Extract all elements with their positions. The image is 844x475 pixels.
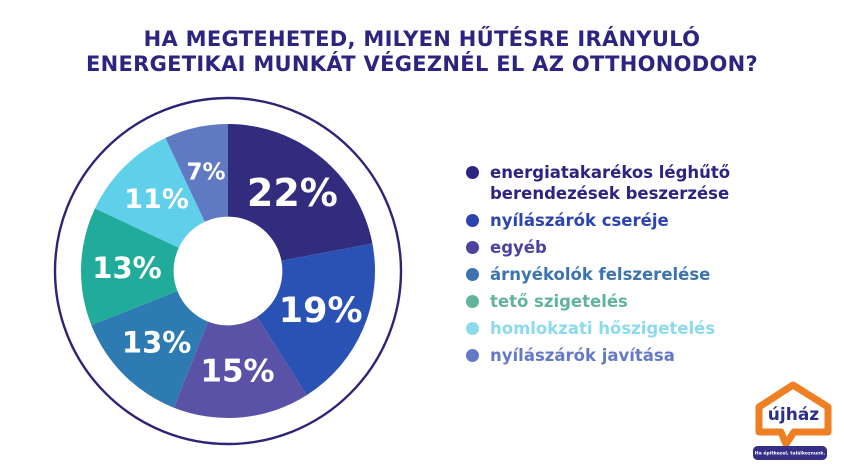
slice-label-1: 19% bbox=[279, 291, 363, 331]
legend-item-3: árnyékolók felszerelése bbox=[466, 264, 788, 285]
chart-outer-ring bbox=[53, 96, 403, 446]
legend-item-0: energiatakarékos léghűtő berendezések be… bbox=[466, 162, 788, 204]
legend-item-6: nyílászárók javítása bbox=[466, 345, 788, 366]
slice-label-2: 15% bbox=[200, 354, 274, 390]
legend-bullet-icon bbox=[466, 349, 479, 362]
ujhaz-logo: újház Ha építkezel, találkoznunk. bbox=[753, 381, 832, 460]
pie-slice-6 bbox=[165, 124, 228, 222]
pie-slice-5 bbox=[95, 138, 205, 248]
legend-bullet-icon bbox=[466, 166, 479, 179]
legend-item-4: tető szigetelés bbox=[466, 291, 788, 312]
legend-label: nyílászárók javítása bbox=[490, 346, 675, 365]
legend-label: nyílászárók cseréje bbox=[490, 211, 669, 230]
slice-label-6: 7% bbox=[186, 159, 225, 185]
slice-label-3: 13% bbox=[122, 325, 191, 359]
chart-legend: energiatakarékos léghűtő berendezések be… bbox=[466, 162, 788, 372]
page-title: HA MEGTEHETED, MILYEN HŰTÉSRE IRÁNYULÓ E… bbox=[0, 27, 844, 77]
pie-slice-0 bbox=[228, 124, 373, 261]
legend-label: árnyékolók felszerelése bbox=[490, 265, 711, 284]
slice-label-4: 13% bbox=[92, 251, 161, 285]
page-title-line1: HA MEGTEHETED, MILYEN HŰTÉSRE IRÁNYULÓ bbox=[143, 27, 701, 51]
logo-name: újház bbox=[768, 405, 820, 425]
legend-item-5: homlokzati hőszigetelés bbox=[466, 318, 788, 339]
donut-chart-svg: 22% 19%15% 13% 13% 11%7% bbox=[53, 96, 403, 446]
logo-banner bbox=[753, 446, 827, 460]
legend-bullet-icon bbox=[466, 295, 479, 308]
legend-label: energiatakarékos léghűtő berendezések be… bbox=[490, 163, 731, 203]
legend-bullet-icon bbox=[466, 322, 479, 335]
legend-item-2: egyéb bbox=[466, 237, 788, 258]
legend-item-1: nyílászárók cseréje bbox=[466, 210, 788, 231]
legend-label: tető szigetelés bbox=[490, 292, 628, 311]
legend-bullet-icon bbox=[466, 268, 479, 281]
slice-label-5: 11% bbox=[124, 184, 189, 215]
slice-label-0: 22% bbox=[247, 171, 338, 215]
pie-slice-3 bbox=[91, 291, 208, 408]
donut-chart: 22% 19% 15% 13% 13% 11% 7% bbox=[45, 88, 411, 454]
legend-label: egyéb bbox=[490, 238, 547, 257]
legend-bullet-icon bbox=[466, 214, 479, 227]
pie-slice-4 bbox=[80, 208, 179, 326]
legend-label: homlokzati hőszigetelés bbox=[490, 319, 716, 338]
pie-slice-1 bbox=[257, 243, 375, 396]
house-speech-bubble-icon bbox=[755, 381, 832, 448]
legend-bullet-icon bbox=[466, 241, 479, 254]
page-title-line2: ENERGETIKAI MUNKÁT VÉGEZNÉL EL AZ OTTHON… bbox=[85, 52, 759, 76]
logo-slogan: Ha építkezel, találkoznunk. bbox=[755, 450, 826, 457]
pie-slice-2 bbox=[173, 316, 307, 419]
